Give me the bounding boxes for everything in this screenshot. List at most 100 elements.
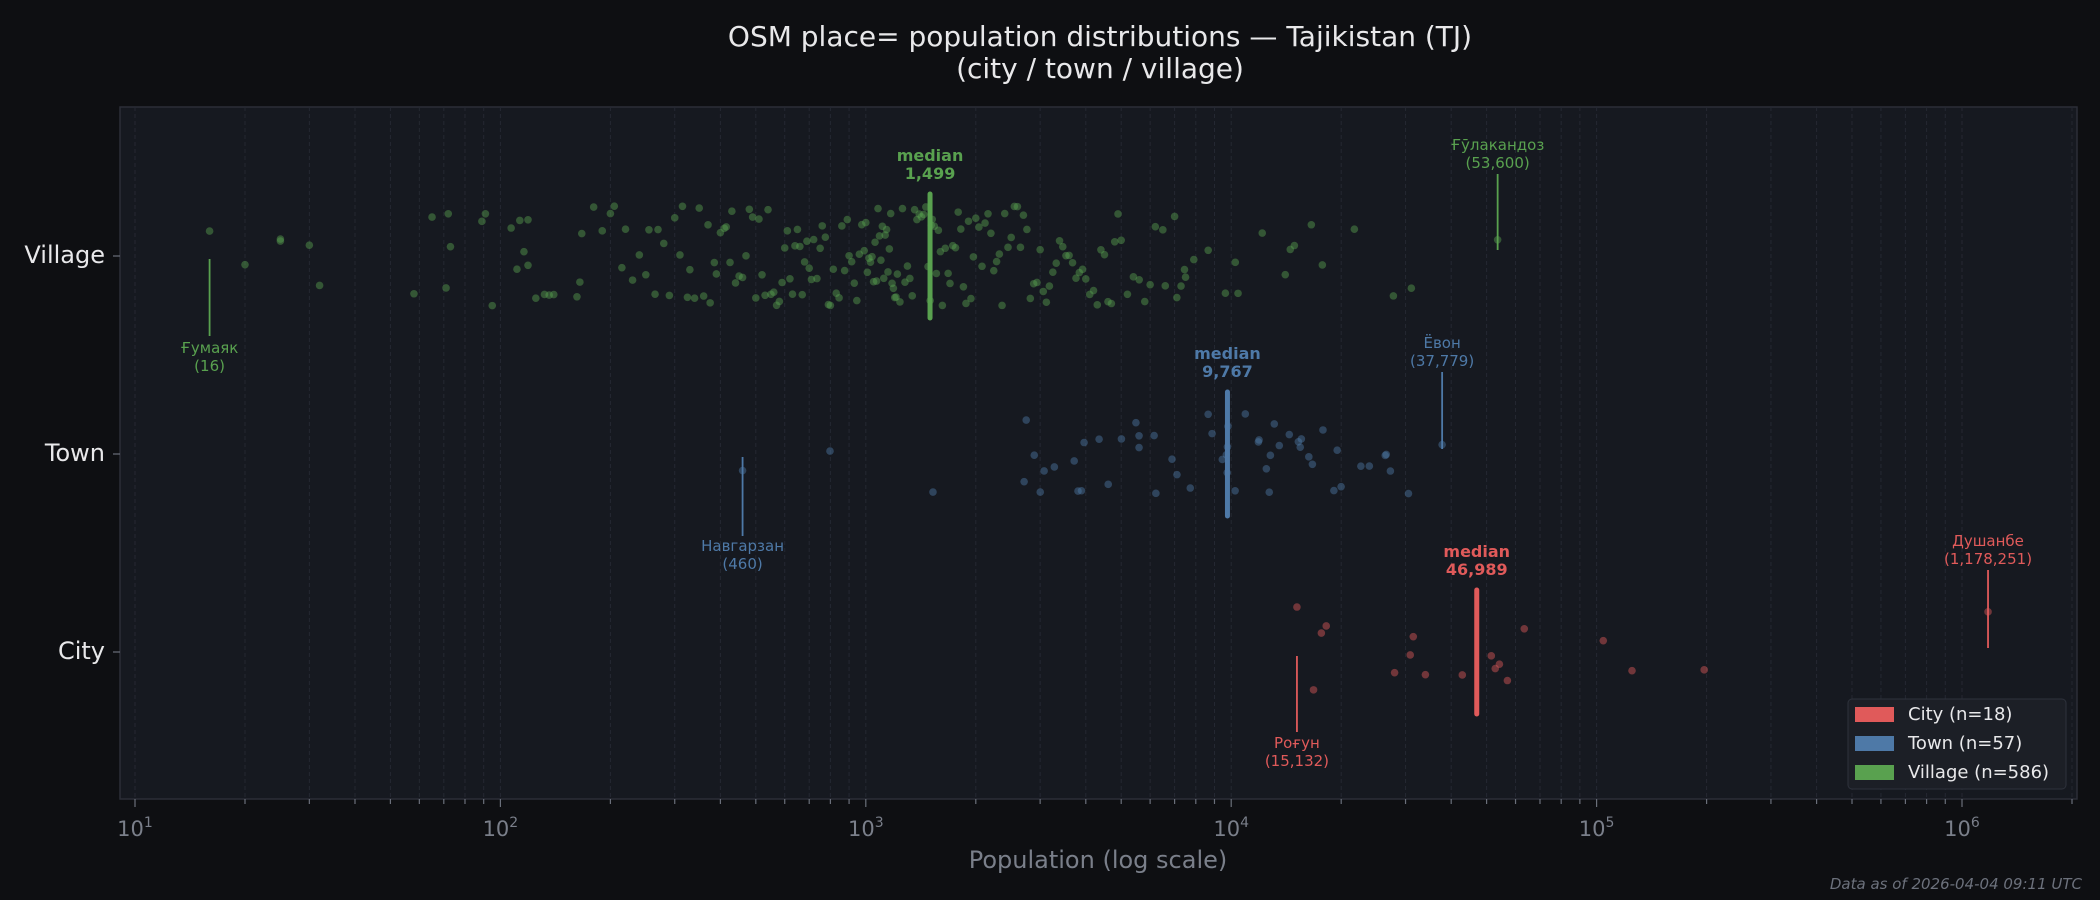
town-point bbox=[1337, 482, 1345, 491]
village-point bbox=[1023, 225, 1031, 234]
village-point bbox=[793, 225, 802, 234]
village-point bbox=[881, 231, 889, 239]
village-point bbox=[800, 258, 809, 266]
town-point bbox=[1381, 451, 1390, 460]
village-point bbox=[1093, 301, 1102, 309]
village-point bbox=[748, 213, 757, 221]
town-point bbox=[1365, 462, 1374, 470]
annotations: median46,989median9,767median1,499Роғун(… bbox=[181, 136, 2032, 770]
village-point bbox=[915, 210, 923, 218]
town-point bbox=[1186, 484, 1195, 492]
village-point bbox=[276, 235, 285, 243]
village-point bbox=[1081, 275, 1090, 283]
village-point bbox=[589, 203, 598, 211]
village-point bbox=[791, 242, 799, 250]
village-point bbox=[813, 274, 821, 283]
village-point bbox=[941, 244, 950, 253]
city-point bbox=[1309, 686, 1318, 694]
village-point bbox=[1004, 243, 1012, 252]
city-point bbox=[1487, 652, 1496, 660]
village-point bbox=[938, 301, 947, 310]
village-point bbox=[1221, 289, 1230, 298]
town-point bbox=[1040, 467, 1048, 475]
village-point bbox=[875, 232, 884, 240]
town-max-value: (37,779) bbox=[1410, 352, 1474, 370]
village-point bbox=[576, 278, 584, 286]
village-point bbox=[936, 247, 945, 256]
village-point bbox=[775, 297, 784, 306]
village-point bbox=[863, 268, 872, 277]
village-point bbox=[871, 238, 879, 247]
village-point bbox=[995, 250, 1004, 258]
town-point bbox=[1294, 438, 1303, 446]
city-point bbox=[1317, 629, 1326, 637]
city-min-value: (15,132) bbox=[1265, 752, 1329, 770]
village-point bbox=[1019, 211, 1028, 219]
village-point bbox=[951, 243, 960, 252]
village-point bbox=[1075, 268, 1084, 277]
city-point bbox=[1390, 668, 1399, 677]
legend-swatch-city bbox=[1855, 707, 1894, 722]
village-point bbox=[862, 218, 870, 227]
village-point bbox=[1114, 210, 1122, 218]
village-point bbox=[710, 258, 719, 267]
village-point bbox=[872, 277, 881, 285]
village-point bbox=[821, 233, 830, 241]
village-point bbox=[788, 290, 797, 299]
village-point bbox=[573, 292, 581, 301]
village-point bbox=[874, 204, 882, 213]
village-point bbox=[1161, 282, 1170, 290]
village-min-name: Ғумаяк bbox=[181, 339, 239, 357]
village-point bbox=[478, 217, 486, 226]
town-min-name: Навгарзан bbox=[701, 537, 784, 555]
city-point bbox=[1458, 671, 1467, 679]
village-point bbox=[1026, 294, 1035, 303]
village-point bbox=[796, 242, 804, 251]
village-point bbox=[860, 246, 869, 255]
village-point bbox=[315, 281, 324, 290]
village-max-name: Ғӯлакандоз bbox=[1451, 136, 1544, 154]
town-point bbox=[1231, 487, 1239, 495]
village-point bbox=[665, 291, 674, 300]
village-point bbox=[1177, 282, 1185, 290]
village-point bbox=[944, 269, 952, 278]
town-point bbox=[1173, 470, 1181, 479]
village-point bbox=[1234, 289, 1242, 298]
town-point bbox=[1255, 436, 1263, 444]
village-point bbox=[886, 209, 895, 218]
village-point bbox=[934, 226, 943, 235]
town-point bbox=[1275, 441, 1284, 450]
x-tick-label: 105 bbox=[1579, 815, 1615, 841]
village-point bbox=[835, 294, 843, 302]
village-point bbox=[981, 219, 989, 227]
village-point bbox=[879, 274, 888, 283]
village-point bbox=[716, 228, 725, 237]
village-point bbox=[1000, 209, 1009, 218]
village-point bbox=[866, 258, 875, 266]
village-point bbox=[1286, 245, 1295, 254]
village-point bbox=[1100, 250, 1109, 259]
town-point bbox=[1382, 450, 1391, 459]
town-point bbox=[1319, 426, 1327, 434]
village-point bbox=[545, 291, 553, 299]
village-point bbox=[917, 213, 926, 221]
legend-label-village: Village (n=586) bbox=[1908, 762, 2049, 783]
town-point bbox=[1386, 467, 1395, 475]
village-point bbox=[959, 282, 968, 291]
village-point bbox=[857, 220, 866, 229]
city-point bbox=[1293, 603, 1301, 611]
village-point bbox=[772, 301, 781, 310]
village-point bbox=[1085, 290, 1094, 299]
town-point bbox=[1050, 463, 1059, 471]
village-point bbox=[1204, 246, 1212, 255]
town-point bbox=[1070, 457, 1078, 465]
village-point bbox=[893, 270, 902, 278]
legend-swatch-village bbox=[1855, 765, 1894, 780]
village-point bbox=[829, 265, 838, 274]
town-point bbox=[1308, 460, 1317, 469]
village-point bbox=[885, 245, 894, 253]
village-point bbox=[908, 292, 917, 300]
town-point bbox=[1074, 487, 1082, 495]
village-point bbox=[975, 223, 983, 231]
village-point bbox=[446, 242, 455, 251]
